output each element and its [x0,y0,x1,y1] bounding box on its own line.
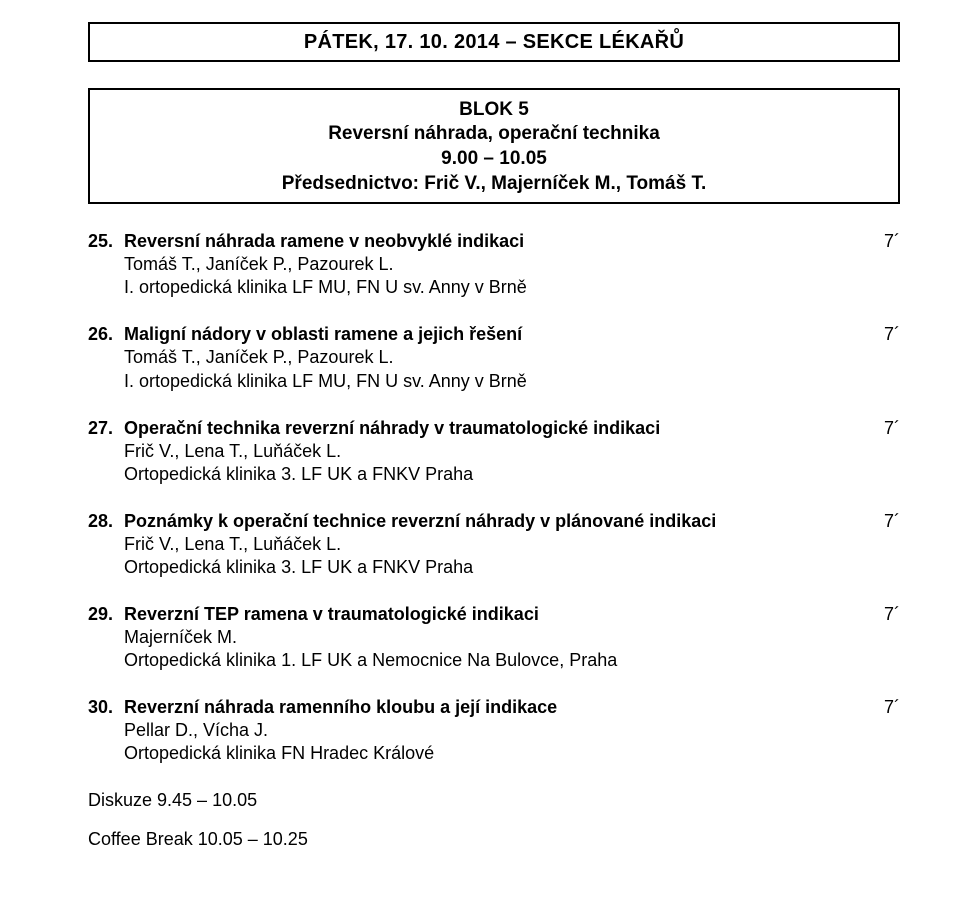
entry-affiliation: Ortopedická klinika FN Hradec Králové [124,742,900,765]
block-title: Reversní náhrada, operační technika [90,122,898,147]
entry-title: Reverzní TEP ramena v traumatologické in… [124,603,884,626]
program-entry: 27. Operační technika reverzní náhrady v… [88,417,900,486]
entry-number: 29. [88,603,124,626]
entry-number: 27. [88,417,124,440]
entry-authors: Tomáš T., Janíček P., Pazourek L. [124,346,900,369]
block-time: 9.00 – 10.05 [90,147,898,172]
entry-affiliation: I. ortopedická klinika LF MU, FN U sv. A… [124,276,900,299]
entry-title: Operační technika reverzní náhrady v tra… [124,417,884,440]
entry-title: Maligní nádory v oblasti ramene a jejich… [124,323,884,346]
entry-number: 28. [88,510,124,533]
program-entry: 29. Reverzní TEP ramena v traumatologick… [88,603,900,672]
entry-title: Reverzní náhrada ramenního kloubu a její… [124,696,884,719]
entry-duration: 7´ [884,230,900,253]
entry-authors: Frič V., Lena T., Luňáček L. [124,440,900,463]
entry-number: 26. [88,323,124,346]
block-chairs: Předsednictvo: Frič V., Majerníček M., T… [90,172,898,197]
program-entry: 25. Reversní náhrada ramene v neobvyklé … [88,230,900,299]
session-header: PÁTEK, 17. 10. 2014 – SEKCE LÉKAŘŮ [88,22,900,62]
entry-authors: Frič V., Lena T., Luňáček L. [124,533,900,556]
entry-number: 25. [88,230,124,253]
discussion-line: Diskuze 9.45 – 10.05 [88,789,900,812]
entry-number: 30. [88,696,124,719]
entry-duration: 7´ [884,696,900,719]
entry-duration: 7´ [884,417,900,440]
entry-affiliation: Ortopedická klinika 3. LF UK a FNKV Prah… [124,556,900,579]
entry-authors: Pellar D., Vícha J. [124,719,900,742]
entry-duration: 7´ [884,510,900,533]
entry-title: Poznámky k operační technice reverzní ná… [124,510,884,533]
program-entry: 26. Maligní nádory v oblasti ramene a je… [88,323,900,392]
entry-duration: 7´ [884,323,900,346]
program-entry: 30. Reverzní náhrada ramenního kloubu a … [88,696,900,765]
block-number: BLOK 5 [90,98,898,123]
break-line: Coffee Break 10.05 – 10.25 [88,828,900,851]
entry-affiliation: Ortopedická klinika 1. LF UK a Nemocnice… [124,649,900,672]
entry-authors: Majerníček M. [124,626,900,649]
program-entry: 28. Poznámky k operační technice reverzn… [88,510,900,579]
entry-duration: 7´ [884,603,900,626]
entry-authors: Tomáš T., Janíček P., Pazourek L. [124,253,900,276]
block-box: BLOK 5 Reversní náhrada, operační techni… [88,88,900,205]
entry-title: Reversní náhrada ramene v neobvyklé indi… [124,230,884,253]
entry-affiliation: I. ortopedická klinika LF MU, FN U sv. A… [124,370,900,393]
entry-affiliation: Ortopedická klinika 3. LF UK a FNKV Prah… [124,463,900,486]
